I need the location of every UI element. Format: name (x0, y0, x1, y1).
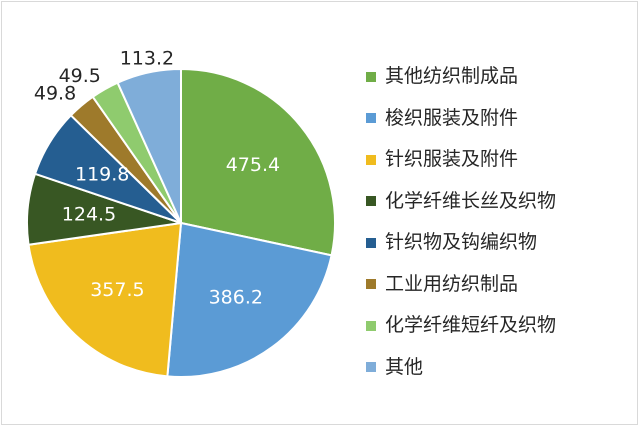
legend-label: 针织服装及附件 (385, 148, 519, 171)
legend-item: 其他 (366, 347, 636, 389)
legend-label: 其他 (385, 355, 424, 378)
pie-value-labels: 475.4 386.2 357.5 124.5 119.8 49.849.5 113.2 (34, 48, 280, 309)
legend-item: 其他纺织制成品 (366, 56, 636, 98)
pie-value-label: 386.2 (209, 286, 263, 308)
chart-legend: 其他纺织制成品 梭织服装及附件 针织服装及附件化学纤维长丝及织物 针织物及钩编织物 工业… (366, 56, 636, 388)
legend-swatch (366, 196, 376, 207)
legend-item: 针织物及钩编织物 (366, 222, 636, 264)
pie-slice (166, 222, 333, 378)
pie-value-label: 113.2 (120, 48, 174, 70)
pie-value-label: 49.8 (34, 82, 76, 104)
legend-swatch (366, 320, 376, 331)
pie-value-label: 119.8 (75, 164, 129, 186)
legend-item: 化学纤维短纤及织物 (366, 305, 636, 347)
pie-slice (180, 68, 336, 257)
legend-swatch (366, 71, 376, 82)
legend-swatch (366, 237, 376, 248)
legend-swatch (366, 362, 376, 373)
legend-label: 工业用纺织制品 (385, 272, 519, 295)
legend-label: 针织物及钩编织物 (385, 231, 538, 254)
pie-slice (116, 68, 182, 224)
legend-swatch (366, 154, 376, 165)
legend-item: 针织服装及附件 (366, 139, 636, 181)
pie-slices (26, 68, 336, 378)
pie-value-label: 475.4 (226, 154, 280, 176)
legend-label: 化学纤维短纤及织物 (385, 314, 557, 337)
legend-item: 化学纤维长丝及织物 (366, 181, 636, 223)
pie-value-label: 124.5 (62, 204, 116, 226)
pie-value-label: 357.5 (90, 279, 144, 301)
legend-item: 梭织服装及附件 (366, 98, 636, 140)
legend-swatch (366, 279, 376, 290)
pie-value-label: 49.5 (59, 65, 101, 87)
legend-label: 其他纺织制成品 (385, 65, 519, 88)
legend-item: 工业用纺织制品 (366, 264, 636, 306)
legend-swatch (366, 113, 376, 124)
pie-slice (27, 222, 182, 378)
legend-label: 梭织服装及附件 (385, 106, 519, 129)
legend-label: 化学纤维长丝及织物 (385, 189, 557, 212)
